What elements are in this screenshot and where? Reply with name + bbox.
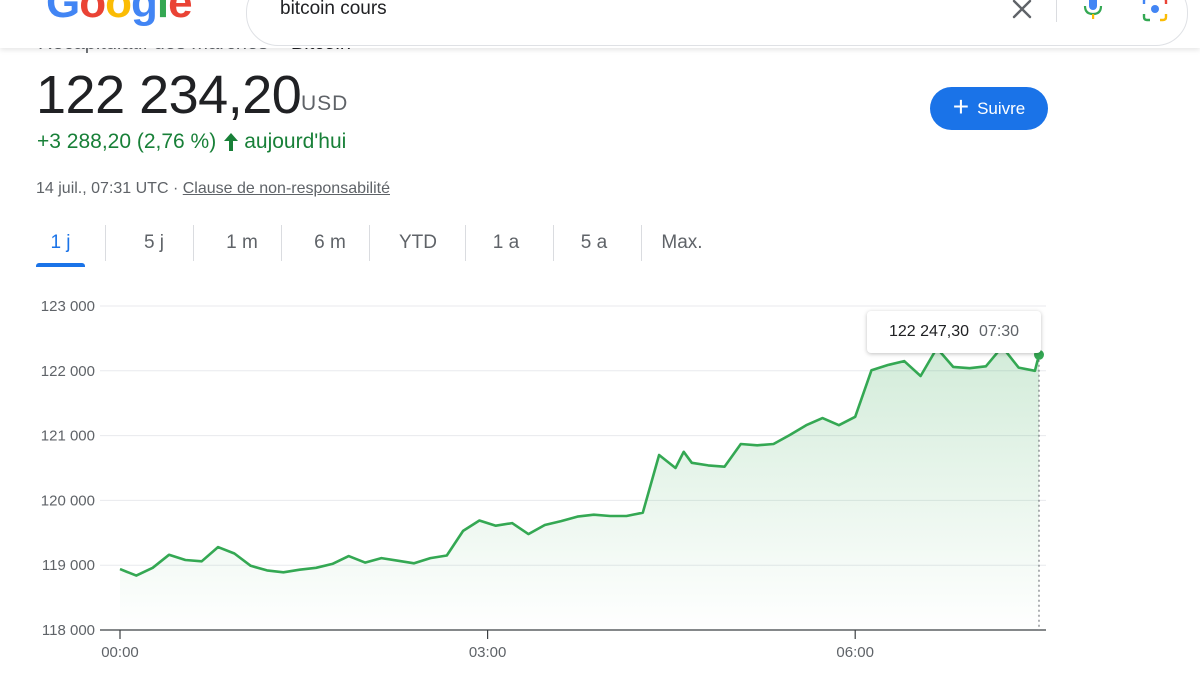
tab-divider	[553, 225, 554, 261]
quote-meta: 14 juil., 07:31 UTC · Clause de non-resp…	[36, 180, 390, 198]
x-tick-label: 03:00	[469, 644, 507, 661]
tab-1y[interactable]: 1 a	[492, 232, 520, 253]
tab-divider	[105, 225, 106, 261]
tab-divider	[641, 225, 642, 261]
price-chart[interactable]: 118 000 119 000 120 000 121 000 122 000 123 0…	[0, 280, 1200, 674]
y-tick-label: 122 000	[41, 363, 95, 380]
search-input[interactable]: bitcoin cours	[280, 0, 387, 19]
x-tick-label: 00:00	[101, 644, 139, 661]
tab-6m[interactable]: 6 m	[314, 232, 346, 253]
follow-label: Suivre	[977, 98, 1026, 118]
google-logo[interactable]: Google	[46, 0, 193, 27]
y-tick-label: 123 000	[41, 298, 95, 315]
tab-divider	[193, 225, 194, 261]
disclaimer-link[interactable]: Clause de non-responsabilité	[182, 180, 390, 197]
change-value: +3 288,20 (2,76 %)	[37, 130, 217, 153]
y-tick-label: 121 000	[41, 428, 95, 445]
tab-5d[interactable]: 5 j	[143, 232, 165, 253]
y-tick-label: 119 000	[42, 557, 95, 574]
tab-ytd[interactable]: YTD	[399, 232, 437, 253]
meta-separator: ·	[172, 180, 179, 197]
currency-label: USD	[301, 92, 349, 115]
tooltip-time: 07:30	[979, 323, 1020, 340]
search-box[interactable]	[246, 0, 1188, 46]
range-tabs: 1 j 5 j 1 m 6 m YTD 1 a 5 a Max.	[36, 224, 721, 267]
price-area	[120, 346, 1039, 630]
tab-5y[interactable]: 5 a	[580, 232, 608, 253]
tab-1d[interactable]: 1 j	[36, 224, 85, 267]
header-divider	[1056, 0, 1057, 22]
chart-tooltip: 122 247,30 07:30	[867, 311, 1041, 353]
arrow-up-icon	[224, 133, 239, 151]
tab-divider	[281, 225, 282, 261]
price-line	[119, 345, 1041, 577]
search-header: Google bitcoin cours	[0, 0, 1200, 48]
change-period: aujourd'hui	[244, 130, 347, 153]
tab-divider	[369, 225, 370, 261]
follow-button[interactable]: + Suivre	[930, 87, 1048, 130]
price-value: 122 234,20	[36, 65, 302, 125]
tooltip-value: 122 247,30	[888, 323, 970, 340]
x-tick-label: 06:00	[836, 644, 874, 661]
y-tick-label: 118 000	[42, 622, 95, 639]
quote-timestamp: 14 juil., 07:31 UTC	[36, 180, 169, 197]
tab-1m[interactable]: 1 m	[226, 232, 258, 253]
y-tick-label: 120 000	[41, 492, 95, 509]
plus-icon: +	[952, 91, 970, 122]
price-change: +3 288,20 (2,76 %) aujourd'hui	[37, 130, 346, 154]
tab-max[interactable]: Max.	[661, 232, 703, 253]
microphone-icon[interactable]	[1078, 0, 1108, 24]
close-icon[interactable]	[1007, 0, 1037, 24]
tab-divider	[465, 225, 466, 261]
lens-icon[interactable]	[1140, 0, 1170, 24]
